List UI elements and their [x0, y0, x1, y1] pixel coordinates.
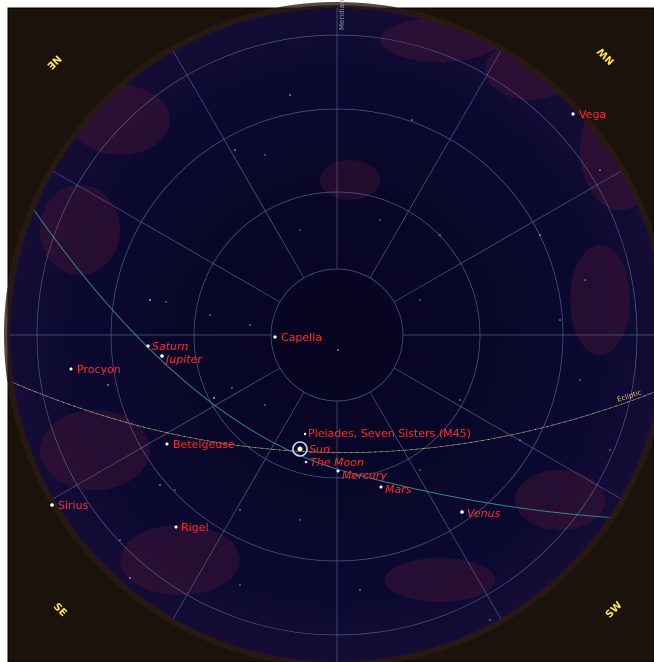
star-marker	[273, 335, 277, 339]
star-label: Capella	[281, 331, 322, 344]
planet-label: Jupiter	[164, 353, 203, 366]
star-capella[interactable]: Capella	[273, 331, 322, 344]
star-betelgeuse[interactable]: Betelgeuse	[165, 438, 235, 451]
sun-marker	[297, 446, 303, 452]
star-label: Sirius	[58, 499, 89, 512]
horizon-ring	[4, 2, 654, 662]
planet-saturn[interactable]: Saturn	[146, 340, 189, 353]
star-sirius[interactable]: Sirius	[50, 499, 89, 512]
sky-disk	[7, 5, 654, 662]
planet-marker	[146, 344, 150, 348]
cluster-pleiades[interactable]: Pleiades, Seven Sisters (M45)	[303, 427, 471, 440]
moon-label: The Moon	[310, 456, 364, 469]
moon-marker	[304, 460, 308, 464]
meridian-label: Meridian	[338, 0, 346, 30]
star-marker	[174, 525, 178, 529]
cluster-marker	[303, 432, 307, 436]
planet-marker	[160, 354, 164, 358]
star-marker	[50, 503, 54, 507]
planet-label: Venus	[467, 507, 501, 520]
planet-label: Saturn	[152, 340, 189, 353]
star-marker	[571, 112, 575, 116]
star-vega[interactable]: Vega	[571, 108, 606, 121]
planet-mars[interactable]: Mars	[379, 483, 412, 496]
star-marker	[69, 367, 73, 371]
planet-marker	[336, 469, 340, 473]
planet-marker	[460, 510, 464, 514]
star-procyon[interactable]: Procyon	[69, 363, 121, 376]
celestial-equator-line	[7, 169, 654, 521]
planet-label: Mars	[385, 483, 412, 496]
cluster-label: Pleiades, Seven Sisters (M45)	[308, 427, 471, 440]
ecliptic-line-solid	[7, 379, 654, 453]
sun-label: Sun	[309, 443, 330, 456]
star-label: Rigel	[181, 521, 209, 534]
sun-selection-ring	[292, 441, 308, 457]
planet-marker	[379, 485, 383, 489]
star-label: Vega	[579, 108, 606, 121]
star-label: Betelgeuse	[173, 438, 235, 451]
planet-venus[interactable]: Venus	[460, 507, 501, 520]
star-rigel[interactable]: Rigel	[174, 521, 209, 534]
sun[interactable]: Sun	[292, 441, 330, 457]
star-marker	[165, 442, 169, 446]
star-label: Procyon	[77, 363, 121, 376]
planet-jupiter[interactable]: Jupiter	[160, 353, 203, 366]
moon[interactable]: The Moon	[304, 456, 364, 469]
planet-label: Mercury	[342, 469, 387, 482]
planet-mercury[interactable]: Mercury	[336, 469, 388, 482]
azimuth-grid	[7, 5, 654, 662]
